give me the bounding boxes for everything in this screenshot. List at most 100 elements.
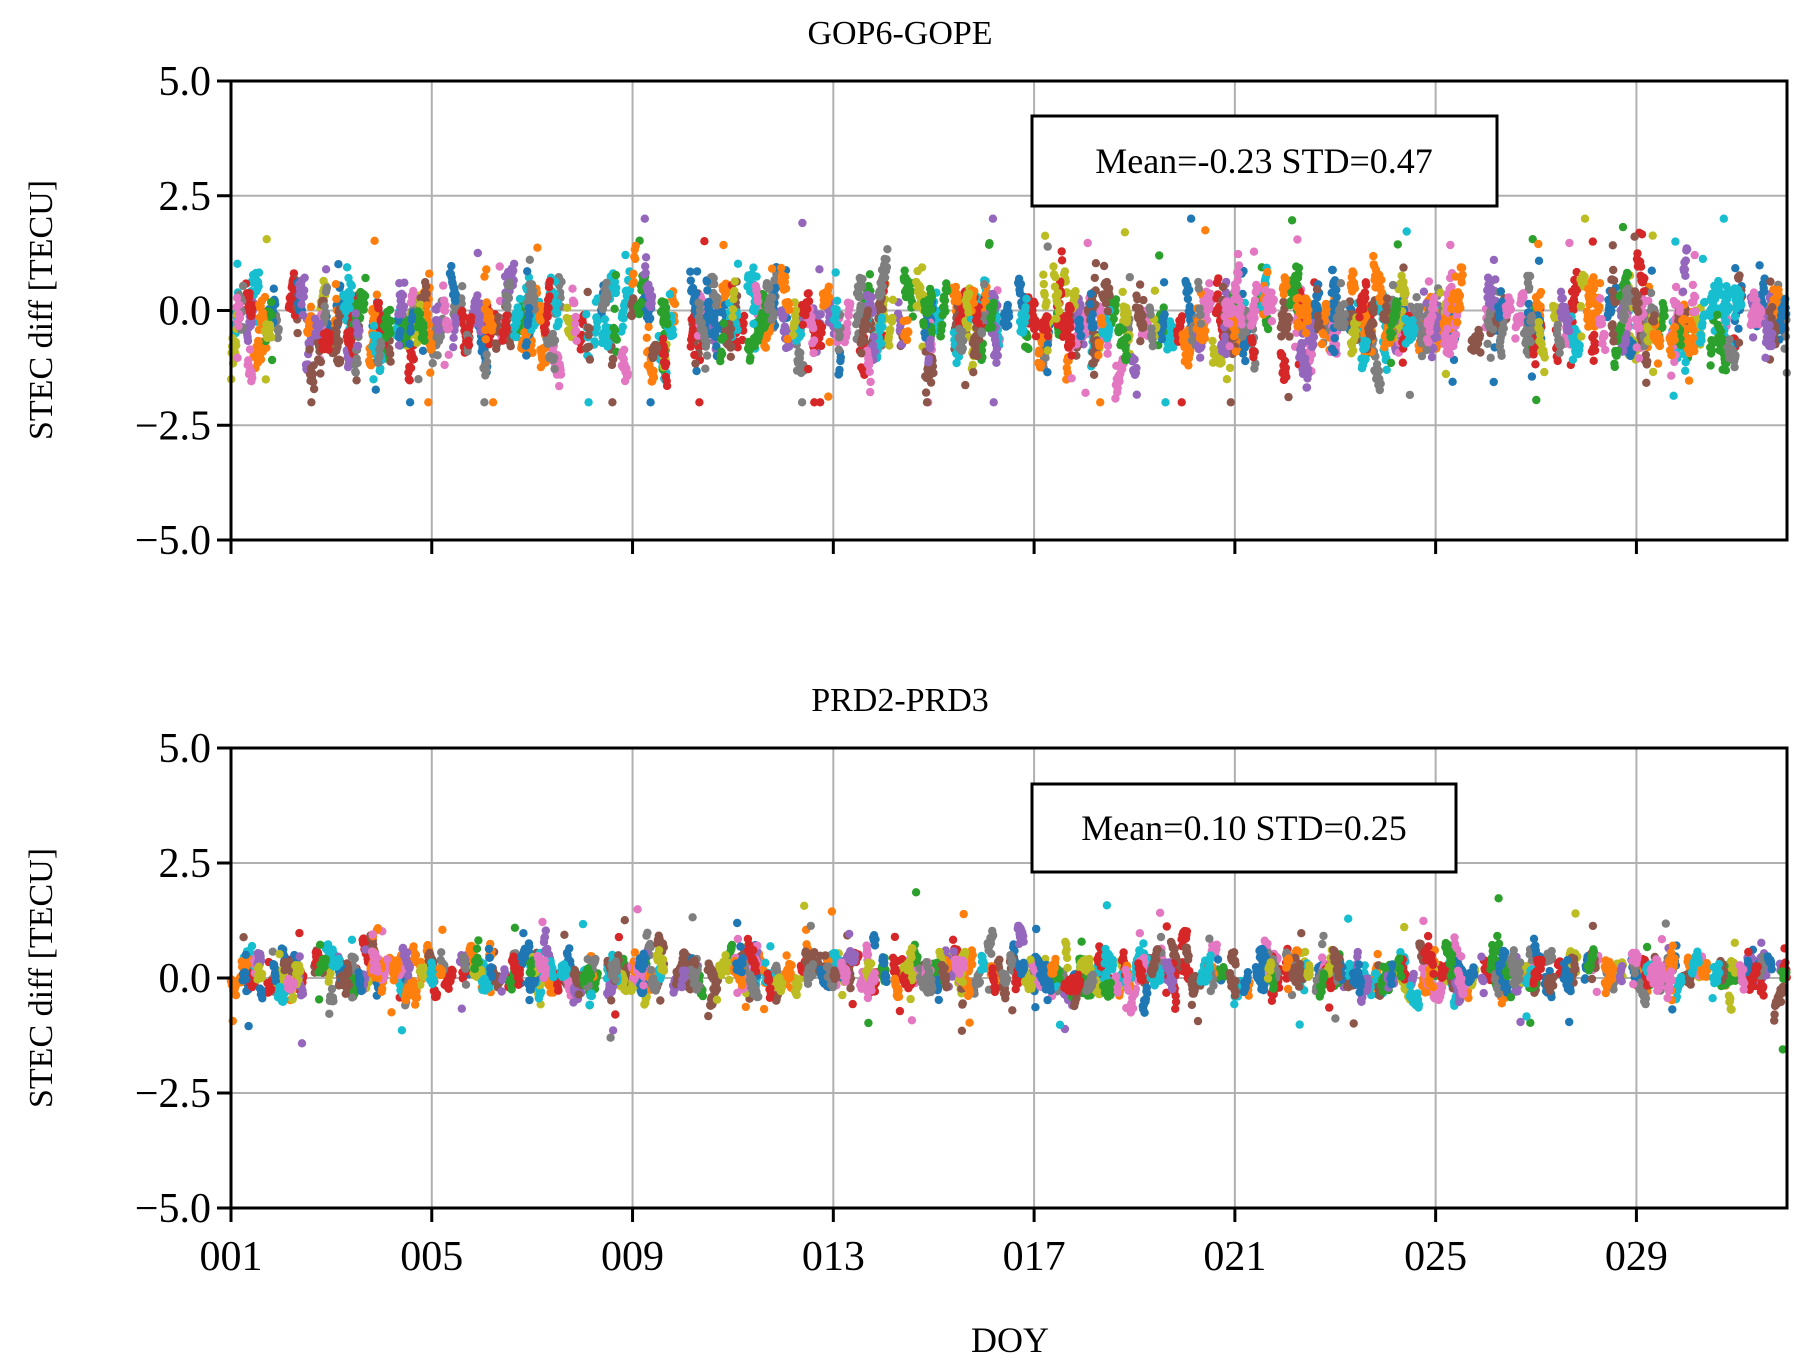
data-point [1681,358,1690,367]
data-point [809,336,819,345]
data-point [1691,307,1700,316]
data-point [831,268,840,277]
data-point [941,307,950,316]
data-point [321,309,330,318]
data-point [269,284,278,293]
data-point [1293,281,1302,290]
data-point [1681,366,1690,375]
data-point [927,327,936,336]
data-point [451,290,460,299]
data-point [621,250,630,260]
data-point [1148,342,1158,351]
data-point [1683,245,1692,254]
data-point [1681,256,1691,265]
data-point [1225,363,1235,373]
data-point [809,348,818,358]
data-point [262,343,271,352]
data-point [646,314,655,323]
data-point [332,327,341,336]
data-point [1234,261,1244,270]
data-point [449,343,458,352]
data-point [1706,361,1715,370]
data-point [1534,239,1543,249]
data-point [409,286,418,296]
data-point [1155,251,1164,260]
data-point [1489,377,1498,387]
data-point [1157,334,1167,344]
data-point [1057,247,1066,256]
data-point [906,287,916,296]
data-point [346,290,356,299]
data-point [796,348,805,358]
data-point [309,384,319,394]
data-point [1564,314,1573,323]
data-point [690,350,699,360]
data-point [274,324,283,334]
data-point [257,296,267,305]
data-point [347,281,356,290]
data-point [642,333,651,342]
data-point [307,398,316,407]
data-point [878,304,887,314]
data-point [969,368,978,377]
data-point [929,368,938,378]
data-point [835,365,844,375]
data-point [1222,375,1232,384]
data-point [1103,341,1113,351]
data-point [1489,255,1499,265]
data-point [1132,363,1141,373]
data-point [406,363,416,373]
data-point [331,346,340,355]
data-point [1089,370,1099,379]
data-point [635,309,644,319]
data-point [1327,288,1336,297]
data-point [360,291,370,300]
data-point [1317,339,1327,349]
data-point [1241,356,1250,366]
data-point [1369,319,1378,329]
data-point [1043,368,1052,377]
data-point [1534,256,1544,265]
data-point [425,269,434,278]
data-point [354,301,363,310]
data-point [1375,385,1385,395]
data-point [810,398,819,407]
data-point [836,353,845,362]
data-point [1060,267,1070,276]
data-point [1004,312,1014,321]
data-point [267,298,276,307]
data-point [1234,269,1243,278]
data-point [1553,320,1563,330]
data-point [267,333,276,342]
data-point [1250,296,1260,305]
data-point [1585,316,1595,326]
data-point [803,304,812,314]
data-point [593,317,602,326]
data-point [1609,265,1618,275]
data-point [1588,237,1598,246]
data-point [556,370,566,379]
data-point [458,282,467,291]
data-point [686,276,695,285]
data-point [1083,238,1092,248]
data-point [1536,287,1546,297]
data-point [361,273,370,283]
data-point [414,375,423,384]
data-point [1511,334,1520,343]
data-point [1183,294,1193,304]
data-point [833,320,842,329]
data-point [1214,274,1223,283]
data-point [1328,265,1337,275]
data-point [503,301,512,310]
data-point [1448,377,1457,386]
data-point [1159,303,1168,312]
data-point [846,299,855,308]
data-point [1372,360,1382,369]
data-point [550,336,560,345]
data-point [1302,383,1312,392]
data-point [1205,279,1214,288]
data-point [1057,256,1067,265]
data-point [1263,324,1273,334]
data-point [1678,287,1688,296]
data-point [1667,371,1676,380]
